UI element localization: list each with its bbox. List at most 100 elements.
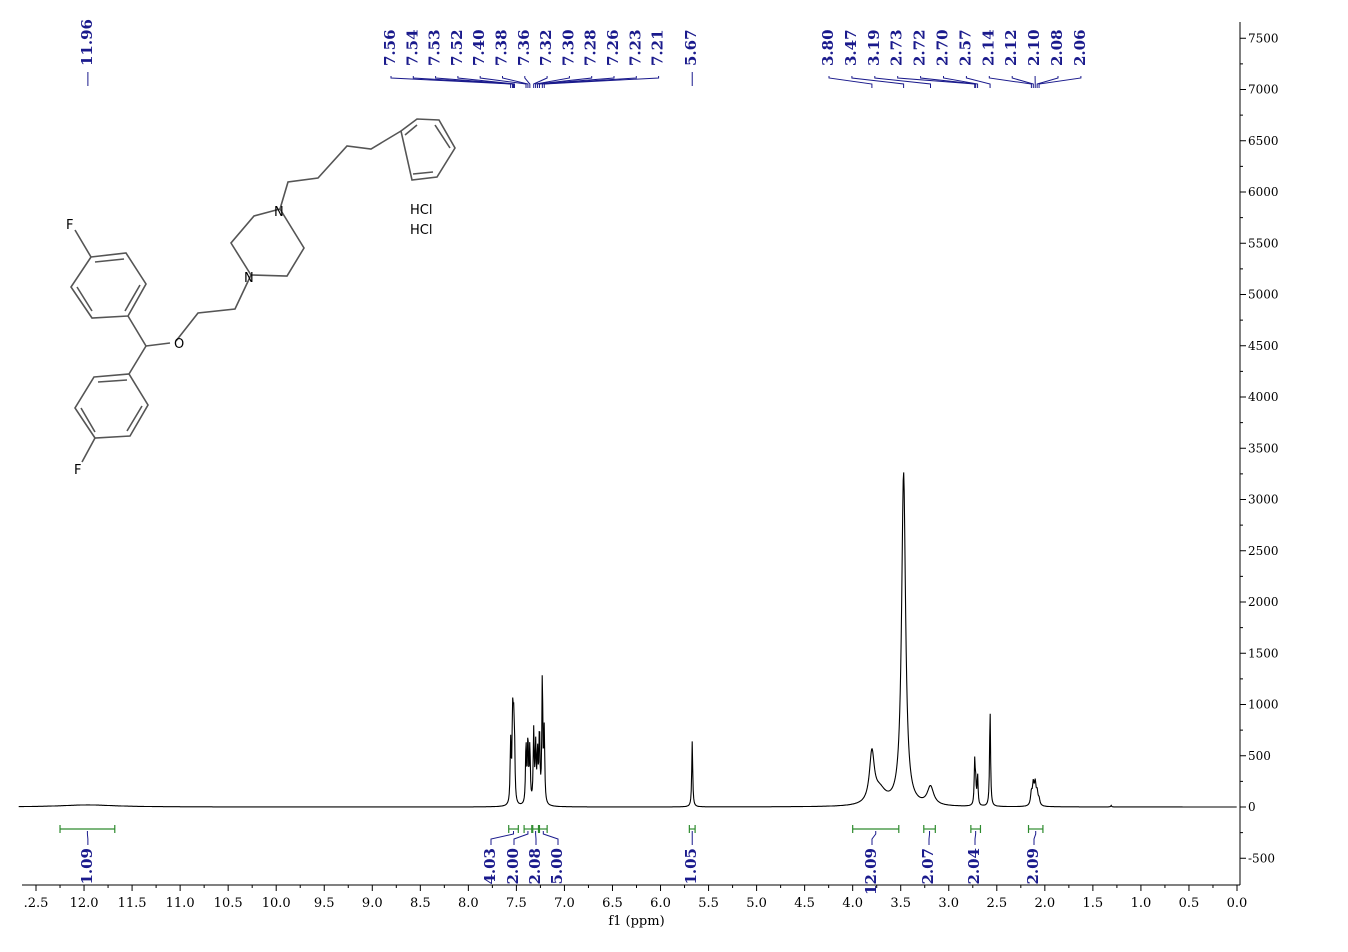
integral-leader xyxy=(490,831,515,845)
integral-leader xyxy=(513,831,529,845)
peak-label-leader xyxy=(502,76,529,88)
integral-value-label: 2.08 xyxy=(526,848,544,885)
x-tick-label: 8.0 xyxy=(458,896,479,911)
peak-label-layer: 11.96 5.677.56 7.54 7.53 7.52 7.40 7.38 7.36 7.3… xyxy=(78,19,1089,88)
peak-label-leader xyxy=(851,76,905,88)
salt-label-1: HCl xyxy=(410,203,432,218)
peak-label: 2.73 xyxy=(888,29,906,66)
upper-ring-inner-3 xyxy=(76,286,93,312)
upper-ring-inner-2 xyxy=(124,284,141,312)
integral-leader xyxy=(1033,831,1037,845)
peak-label-leader xyxy=(988,76,1032,88)
peak-label: 2.57 xyxy=(956,29,974,66)
integral-leader xyxy=(974,831,977,845)
peak-label-leader xyxy=(897,76,976,88)
peak-label-leader xyxy=(524,76,531,88)
peak-label: 7.38 xyxy=(493,29,511,66)
propyl-chain xyxy=(279,130,402,210)
peak-label-leader xyxy=(943,76,979,88)
x-tick-label: 3.0 xyxy=(938,896,959,911)
peak-label: 7.56 xyxy=(381,29,399,66)
peak-label-leader xyxy=(390,76,512,88)
x-tick-label: 6.5 xyxy=(602,896,623,911)
peak-label: 3.47 xyxy=(842,29,860,66)
peak-label: 7.21 xyxy=(649,29,667,66)
peak-label: 2.06 xyxy=(1071,29,1089,66)
upper-ring-to-ch xyxy=(127,315,147,347)
x-tick-label: 2.0 xyxy=(1034,896,1055,911)
integral-value-label: 2.04 xyxy=(965,848,983,885)
phenyl-inner-bond-2 xyxy=(434,124,451,149)
spectrum-layer xyxy=(18,472,1237,808)
peak-label: 2.10 xyxy=(1025,29,1043,66)
phenyl-inner-bond-1 xyxy=(404,124,418,136)
y-tick-label: 3000 xyxy=(1248,493,1279,507)
x-tick-label: 5.5 xyxy=(698,896,719,911)
y-tick-label: 4000 xyxy=(1248,390,1279,404)
lower-ring-to-ch xyxy=(128,345,147,375)
integral-value-label: 2.00 xyxy=(504,848,522,885)
x-tick-label: 2.5 xyxy=(986,896,1007,911)
y-tick-label: 4500 xyxy=(1248,339,1279,353)
integral-leader xyxy=(542,831,559,845)
o-ch-bond xyxy=(145,342,171,347)
y-tick-label: 5000 xyxy=(1248,288,1279,302)
y-tick-label: -500 xyxy=(1248,851,1275,865)
x-tick-label: 10.0 xyxy=(262,896,291,911)
lower-ring-inner-3 xyxy=(80,407,96,433)
upper-ring-inner-1 xyxy=(94,258,125,263)
x-tick-label: 5.0 xyxy=(746,896,767,911)
y-tick-label: 2000 xyxy=(1248,595,1279,609)
peak-label-leader xyxy=(435,76,515,88)
integral-leader xyxy=(928,831,931,845)
x-tick-label: 9.0 xyxy=(362,896,383,911)
peak-label-leader xyxy=(541,76,637,88)
spectrum-trace xyxy=(18,472,1237,808)
y-tick-label: 0 xyxy=(1248,800,1256,814)
peak-label: 11.96 xyxy=(78,19,96,66)
lower-c-f-bond xyxy=(81,437,96,463)
atom-label-n2: N xyxy=(244,271,254,286)
integral-value-label: 5.00 xyxy=(548,848,566,885)
y-tick-label: 2500 xyxy=(1248,544,1279,558)
peak-label-leader xyxy=(1011,76,1034,88)
x-tick-label: 4.5 xyxy=(794,896,815,911)
peak-label: 7.36 xyxy=(515,29,533,66)
peak-label: 2.70 xyxy=(934,29,952,66)
x-tick-label: 1.0 xyxy=(1131,896,1152,911)
peak-label: 2.12 xyxy=(1002,29,1020,66)
peak-label-leader xyxy=(479,76,527,88)
x-axis-label: f1 (ppm) xyxy=(608,914,664,929)
peak-label-leader xyxy=(535,76,570,88)
molecule-structure xyxy=(70,118,456,463)
integral-value-label: 12.09 xyxy=(862,848,880,895)
peak-label: 3.19 xyxy=(865,29,883,66)
atom-label-o: O xyxy=(174,337,184,352)
peak-label-leader xyxy=(828,76,873,88)
ethoxy-chain xyxy=(175,274,252,342)
y-tick-label: 500 xyxy=(1248,749,1271,763)
integral-layer: 1.09 4.03 2.00 2.08 5.00 1.05 12.09 2.07 2.04 2.0… xyxy=(59,825,1044,895)
peak-label: 3.80 xyxy=(819,29,837,66)
x-tick-label: 7.5 xyxy=(506,896,527,911)
atom-label-n1: N xyxy=(274,205,284,220)
x-tick-label: 11.0 xyxy=(166,896,195,911)
peak-label-leader xyxy=(1038,76,1082,88)
peak-label: 7.52 xyxy=(448,29,466,66)
y-tick-label: 1500 xyxy=(1248,646,1279,660)
piperazine-ring xyxy=(230,208,305,277)
peak-label: 7.28 xyxy=(582,29,600,66)
peak-label: 7.40 xyxy=(470,29,488,66)
lower-ring-inner-2 xyxy=(126,405,143,432)
peak-label-leader xyxy=(965,76,991,88)
upper-fluorophenyl-ring xyxy=(70,252,147,319)
y-tick-label: 6000 xyxy=(1248,185,1279,199)
peak-label: 7.26 xyxy=(604,29,622,66)
peak-label-leader xyxy=(412,76,514,88)
peak-label-leader xyxy=(533,76,548,88)
molecule-atom-labels: F F O N N HCl HCl xyxy=(66,203,432,478)
integral-value-label: 1.05 xyxy=(682,848,700,885)
integral-value-label: 2.09 xyxy=(1024,848,1042,885)
peak-label: 2.14 xyxy=(979,29,997,66)
